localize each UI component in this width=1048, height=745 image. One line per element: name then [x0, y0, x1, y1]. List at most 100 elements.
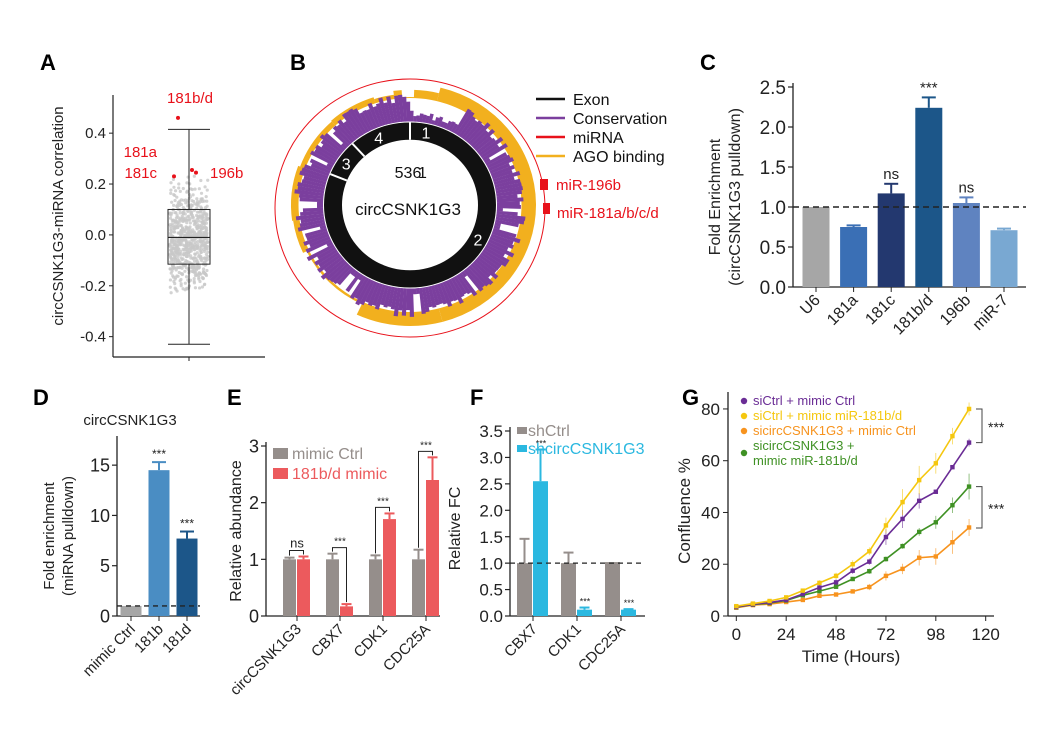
conservation-bar: [474, 258, 499, 280]
conservation-bar: [453, 108, 472, 135]
data-point: [916, 555, 922, 560]
conservation-bar: [371, 283, 384, 307]
conservation-bar: [375, 103, 387, 126]
conservation-bar: [326, 241, 334, 247]
data-point: [850, 576, 855, 582]
jitter-point: [169, 248, 173, 252]
jitter-point: [206, 178, 210, 182]
legend-label: siCtrl + mimic Ctrl: [753, 393, 855, 408]
jitter-point: [193, 248, 197, 252]
data-point: [833, 592, 839, 597]
data-point: [817, 588, 822, 594]
data-point: [734, 603, 739, 609]
y-tick-label: 0.0: [85, 227, 106, 244]
jitter-point: [205, 237, 209, 241]
conservation-bar: [345, 110, 365, 136]
conservation-bar: [474, 136, 493, 152]
x-tick-label: 181a: [824, 292, 861, 329]
conservation-bar: [455, 274, 472, 295]
data-point: [950, 503, 955, 508]
conservation-bar: [303, 233, 330, 246]
conservation-bar: [495, 185, 523, 194]
bar: [577, 609, 592, 616]
jitter-point: [181, 186, 185, 191]
jitter-point: [177, 186, 181, 190]
conservation-bar: [472, 128, 495, 150]
jitter-point: [185, 254, 189, 259]
conservation-bar: [316, 246, 337, 260]
conservation-bar: [424, 286, 433, 308]
conservation-bar: [496, 205, 521, 209]
conservation-bar: [450, 123, 459, 133]
conservation-bar: [374, 284, 387, 310]
jitter-point: [188, 278, 193, 282]
x-tick-label: U6: [797, 292, 824, 319]
conservation-bar: [433, 284, 444, 305]
jitter-point: [177, 182, 181, 186]
bar: [340, 606, 353, 616]
data-point: [867, 549, 872, 554]
jitter-point: [190, 264, 194, 269]
conservation-bar: [439, 282, 453, 307]
y-tick-label: 1.5: [479, 528, 503, 547]
data-point: [883, 523, 889, 528]
conservation-bar: [383, 102, 393, 124]
jitter-point: [205, 268, 209, 273]
jitter-point: [193, 187, 197, 191]
conservation-bar: [401, 288, 407, 316]
jitter-point: [170, 244, 174, 248]
jitter-point: [185, 181, 189, 185]
mirna-196b-mark: [540, 179, 548, 190]
jitter-point: [195, 224, 199, 228]
jitter-point: [195, 210, 200, 214]
conservation-bar: [359, 280, 375, 306]
jitter-point: [202, 270, 206, 275]
data-point: [867, 559, 872, 564]
exon-boundary: [351, 142, 366, 158]
data-point: [933, 520, 939, 525]
bar: [840, 227, 868, 287]
conservation-bar: [354, 277, 370, 299]
jitter-point: [200, 197, 204, 202]
jitter-point: [200, 285, 205, 289]
panel-label-d: D: [33, 385, 49, 410]
jitter-point: [171, 224, 175, 228]
significance-bracket: [976, 486, 983, 529]
conservation-bar: [398, 288, 404, 311]
legend-marker: [740, 412, 748, 420]
x-tick-label: 98: [926, 625, 945, 644]
jitter-point: [175, 257, 180, 261]
x-tick-label: 0: [732, 625, 741, 644]
jitter-point: [179, 252, 183, 257]
jitter-point: [203, 256, 207, 260]
panel-title: circCSNK1G3: [83, 412, 176, 429]
legend-label: Conservation: [573, 111, 667, 128]
bar: [605, 562, 620, 616]
panel-a-boxplot: -0.4 -0.2 0.0 0.2 0.4 circCSNK1G3-miRNA corre…: [50, 90, 265, 361]
jitter-point: [188, 221, 192, 225]
jitter-point: [175, 195, 179, 199]
bar: [383, 519, 396, 616]
jitter-point: [202, 267, 206, 271]
jitter-point: [199, 247, 204, 252]
data-point: [966, 484, 972, 489]
jitter-point: [197, 286, 202, 290]
y-tick-label: 80: [701, 400, 720, 419]
conservation-bar: [314, 249, 338, 266]
jitter-point: [191, 193, 195, 197]
data-point: [833, 573, 839, 579]
conservation-bar: [490, 164, 515, 177]
y-tick-label: 1.5: [760, 158, 786, 179]
jitter-point: [206, 216, 210, 221]
conservation-bar: [299, 219, 325, 228]
data-point: [800, 588, 806, 593]
panel-label-b: B: [290, 50, 306, 75]
x-axis-label: Time (Hours): [802, 647, 901, 666]
conservation-bar: [496, 213, 526, 221]
jitter-point: [196, 242, 200, 247]
y-tick-label: 0.5: [760, 238, 786, 259]
bar: [426, 480, 439, 616]
conservation-bar: [472, 260, 491, 278]
data-point: [817, 580, 822, 586]
jitter-point: [200, 216, 204, 221]
